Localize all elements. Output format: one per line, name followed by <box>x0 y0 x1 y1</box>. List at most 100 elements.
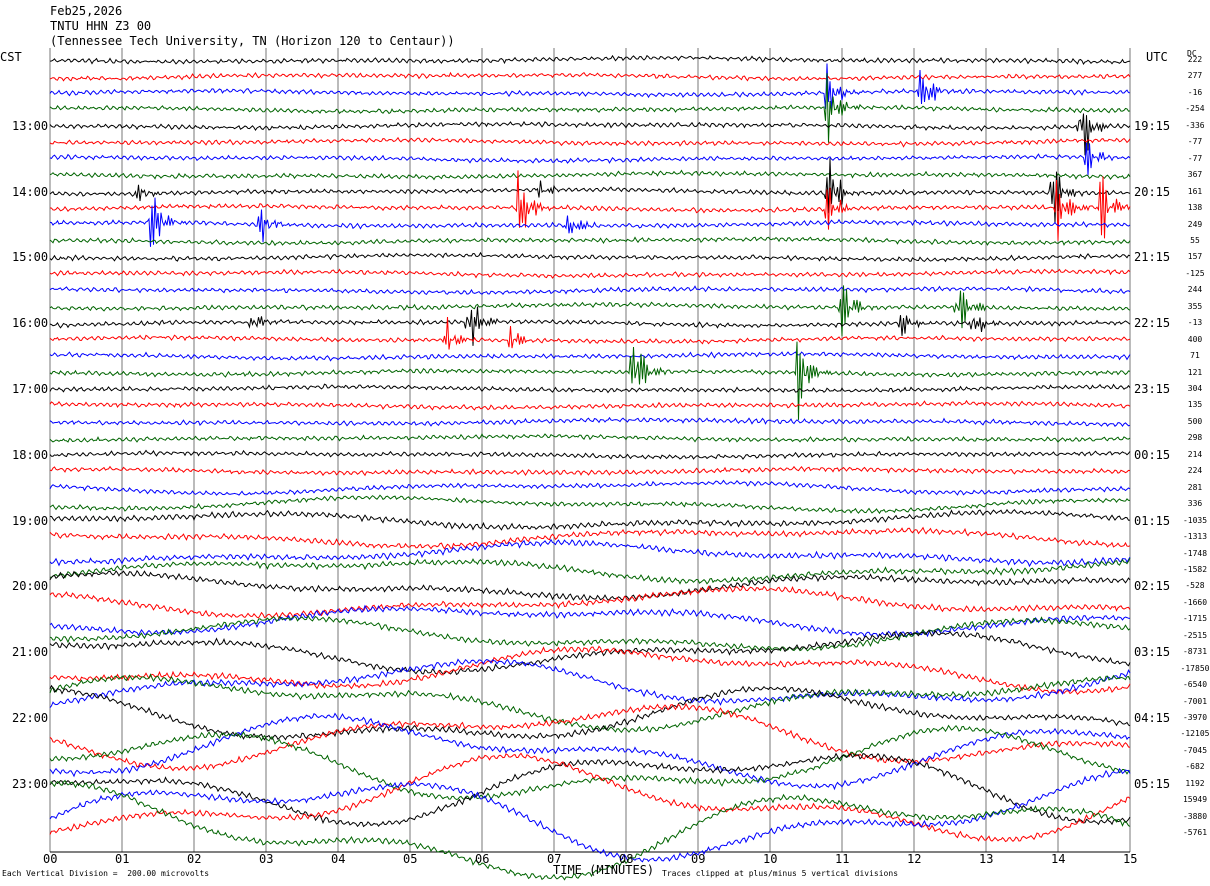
trace-line <box>49 383 1131 394</box>
trace-line <box>49 658 1131 709</box>
trace-line <box>49 142 1131 176</box>
trace-line <box>49 433 1131 443</box>
x-tick-label: 14 <box>1051 852 1066 866</box>
x-tick-label: 05 <box>403 852 418 866</box>
dc-offset-value: 222 <box>1187 55 1203 64</box>
dc-offset-value: -6540 <box>1182 680 1208 690</box>
dc-offset-value: -254 <box>1185 104 1205 114</box>
dc-offset-value: -5761 <box>1182 828 1208 838</box>
trace-line <box>49 703 1131 772</box>
dc-offset-value: -528 <box>1185 581 1205 591</box>
dc-offset-value: -77 <box>1187 153 1203 163</box>
dc-offset-value: -1035 <box>1182 515 1208 525</box>
trace-line <box>49 724 1131 801</box>
trace-line <box>49 494 1130 515</box>
trace-line <box>49 449 1131 460</box>
dc-offset-value: 277 <box>1187 71 1203 81</box>
trace-line <box>49 645 1131 695</box>
utc-hour-label: 19:15 <box>1134 118 1171 133</box>
x-tick-label: 09 <box>691 852 706 866</box>
dc-offset-value: -682 <box>1185 762 1205 772</box>
utc-hour-label: 22:15 <box>1134 316 1171 331</box>
trace-line <box>49 479 1131 496</box>
trace-line <box>49 416 1131 427</box>
trace-line <box>49 569 1131 601</box>
trace-line <box>49 767 1131 863</box>
trace-line <box>49 752 1131 843</box>
dc-offset-value: -1660 <box>1182 597 1208 607</box>
trace-line <box>49 557 1131 585</box>
cst-hour-label: 19:00 <box>12 513 49 528</box>
trace-line <box>49 285 1131 337</box>
cst-hour-label: 18:00 <box>12 447 49 462</box>
dc-offset-value: -7045 <box>1182 745 1208 755</box>
trace-line <box>49 779 1131 881</box>
dc-offset-value: -125 <box>1185 268 1205 278</box>
station-location: (Tennessee Tech University, TN (Horizon … <box>50 34 455 48</box>
dc-offset-value: 304 <box>1187 384 1203 393</box>
dc-offset-value: -1313 <box>1182 532 1208 542</box>
trace-line <box>49 236 1131 247</box>
trace-line <box>49 316 1131 350</box>
trace-line <box>49 604 1131 638</box>
x-tick-label: 03 <box>259 852 274 866</box>
station-code: TNTU HHN Z3 00 <box>50 19 152 33</box>
dc-offset-value: 55 <box>1190 235 1200 245</box>
dc-offset-value: 157 <box>1187 252 1203 262</box>
cst-hour-label: 17:00 <box>12 382 49 396</box>
dc-offset-value: 355 <box>1187 301 1203 311</box>
dc-offset-value: -3970 <box>1182 713 1208 722</box>
trace-line <box>49 629 1131 676</box>
trace-line <box>49 341 1131 420</box>
trace-line <box>49 73 1131 143</box>
dc-offset-value: -13 <box>1187 318 1203 328</box>
trace-line <box>49 306 1131 346</box>
trace-line <box>49 197 1131 247</box>
time-axis-label: TIME (MINUTES) <box>553 863 655 877</box>
utc-hour-label: 23:15 <box>1134 382 1171 396</box>
cst-hour-label: 16:00 <box>12 316 49 331</box>
trace-line <box>49 268 1131 279</box>
trace-line <box>49 113 1131 156</box>
dc-offset-value: 281 <box>1187 482 1203 492</box>
trace-line <box>49 538 1131 568</box>
plot-date: Feb25,2026 <box>50 4 123 18</box>
cst-hour-label: 22:00 <box>12 711 49 725</box>
dc-offset-value: -7001 <box>1182 696 1208 706</box>
dc-offset-value: 135 <box>1187 400 1203 410</box>
x-tick-label: 07 <box>547 852 562 866</box>
trace-line <box>49 158 1131 224</box>
utc-hour-label: 21:15 <box>1134 250 1171 265</box>
dc-offset-value: 298 <box>1187 433 1203 443</box>
dc-offset-value: -77 <box>1187 137 1203 147</box>
cst-hour-label: 13:00 <box>12 118 49 133</box>
cst-hour-label: 14:00 <box>12 184 49 199</box>
utc-hour-label: 03:15 <box>1134 645 1171 660</box>
dc-offset-value: 500 <box>1187 416 1203 426</box>
dc-offset-value: 138 <box>1187 203 1203 213</box>
dc-offset-value: -2515 <box>1182 630 1208 640</box>
x-tick-label: 10 <box>763 852 778 866</box>
dc-offset-value: 161 <box>1187 186 1203 196</box>
x-tick-label: 00 <box>43 852 58 866</box>
trace-line <box>49 54 1131 65</box>
utc-zone-label: UTC <box>1146 50 1168 64</box>
trace-line <box>49 614 1131 652</box>
trace-line <box>49 752 1131 828</box>
x-tick-label: 08 <box>619 852 634 866</box>
dc-offset-value: -3880 <box>1182 811 1208 821</box>
trace-line <box>49 526 1131 550</box>
trace-line <box>49 399 1131 411</box>
scale-note: Each Vertical Division = 200.00 microvol… <box>2 869 210 878</box>
cst-hour-label: 20:00 <box>12 579 49 594</box>
utc-hour-label: 05:15 <box>1134 776 1171 791</box>
dc-offset-value: 367 <box>1187 170 1203 180</box>
trace-line <box>49 465 1131 477</box>
trace-line <box>49 508 1131 531</box>
dc-offset-value: 15949 <box>1182 795 1208 805</box>
trace-line <box>49 71 1131 82</box>
utc-hour-label: 04:15 <box>1134 711 1171 725</box>
x-tick-label: 12 <box>907 852 922 866</box>
cst-hour-label: 23:00 <box>12 776 49 791</box>
trace-line <box>49 169 1131 181</box>
